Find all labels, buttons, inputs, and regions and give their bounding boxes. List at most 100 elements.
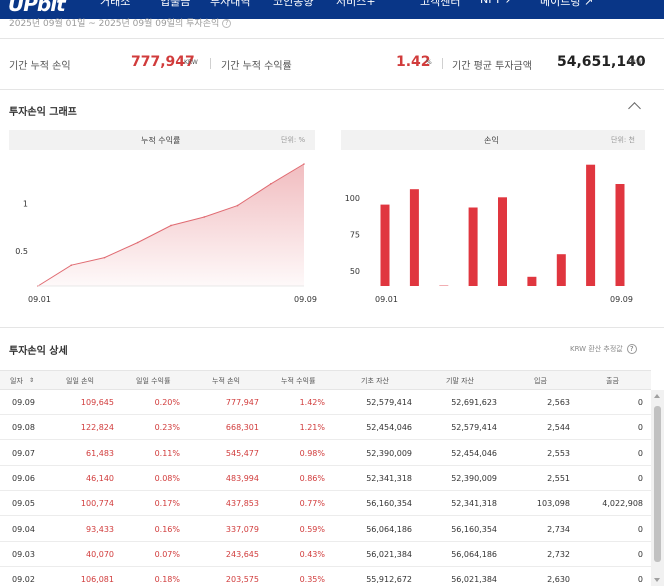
area-fill [38,164,304,286]
summary-strip: 기간 누적 손익 777,947 KRW 기간 누적 수익률 1.42 % 기간… [0,38,664,90]
table-cell: 0.98% [299,448,325,458]
table-cell: 0 [637,473,643,483]
table-cell: 106,081 [80,575,114,585]
table-cell: 483,994 [225,473,259,483]
table-cell: 2,544 [547,423,570,433]
table-cell: 52,454,046 [451,448,497,458]
column-header: 누적 수익률 [281,377,316,385]
cum-pnl-label: 기간 누적 손익 [9,61,71,72]
nav-item[interactable]: NFT ↗ [480,0,514,6]
table-cell: 668,301 [225,423,259,433]
help-icon[interactable]: ? [626,344,637,354]
nav-item[interactable]: 고객센터 [420,0,461,8]
chart-unit: 단위: % [281,136,306,144]
table-row: 09.03 40,070 0.07% 243,645 0.43% 56,021,384 56… [0,542,651,567]
table-row: 09.06 46,140 0.08% 483,994 0.86% 52,341,318 52… [0,466,651,491]
table-cell: 0.86% [299,473,325,483]
chart-unit: 단위: 천 [611,136,635,144]
avg-invest-label: 기간 평균 투자금액 [452,61,532,72]
upbit-logo[interactable]: UPbit [8,0,66,16]
table-cell: 0 [637,423,643,433]
table-cell: 93,433 [86,524,114,534]
pnl-bar [556,254,566,286]
table-cell: 777,947 [225,398,259,407]
x-tick-label: 09.09 [610,295,633,304]
table-cell: 437,853 [225,499,259,509]
table-cell: 09.09 [12,398,35,407]
table-cell: 0 [637,398,643,407]
scroll-thumb[interactable] [654,406,661,562]
table-cell: 0.17% [154,499,180,509]
chevron-up-icon[interactable] [628,102,641,115]
table-cell: 56,021,384 [366,549,412,559]
table-cell: 09.04 [12,524,35,534]
column-header: 입금 [534,377,547,385]
table-cell: 40,070 [86,549,114,559]
pnl-bar [380,204,390,286]
table-cell: 2,563 [547,398,570,407]
table-cell: 0.23% [154,423,180,433]
table-cell: 09.02 [12,575,35,585]
table-cell: 1.21% [299,423,325,433]
data-point [203,216,206,218]
table-cell: 0.16% [154,524,180,534]
period-text: 2025년 09월 01일 ~ 2025년 09월 09일의 투자손익 [9,19,220,29]
table-cell: 545,477 [225,448,259,458]
cum-pnl-unit: KRW [184,59,198,66]
x-tick-label: 09.01 [375,295,398,304]
nav-item[interactable]: 메이트렁 ↗ [540,0,594,8]
table-cell: 09.08 [12,423,35,433]
table-cell: 103,098 [536,499,570,509]
nav-item[interactable]: 코인동향 [273,0,314,8]
cum-return-label: 기간 누적 수익률 [221,61,292,72]
pnl-bar [527,276,537,286]
scroll-up-icon[interactable] [654,394,660,398]
table-cell: 52,579,414 [366,398,412,407]
column-header[interactable]: 일자 [10,377,23,385]
data-point [170,224,172,227]
table-cell: 0 [637,524,643,534]
pnl-bar [468,207,478,286]
table-scrollbar[interactable] [651,390,664,586]
cum-pnl-value: 777,947 [131,54,195,70]
avg-invest-value: 54,651,140 [557,54,646,70]
table-cell: 337,079 [225,524,259,534]
nav-item[interactable]: 입출금 [160,0,191,8]
table-cell: 1.42% [299,398,325,407]
table-cell: 100,774 [80,499,114,509]
table-cell: 0 [637,575,643,585]
table-cell: 2,551 [547,473,570,483]
table-cell: 09.03 [12,549,35,559]
cum-return-value: 1.42 [396,54,431,70]
nav-item[interactable]: 투자내역 [210,0,251,8]
y-tick-label: 0.5 [15,247,28,256]
y-tick-label: 100 [345,194,360,203]
section-divider [0,327,664,328]
help-icon[interactable]: ? [222,19,232,28]
scroll-down-icon[interactable] [654,578,660,582]
nav-item[interactable]: 거래소 [100,0,131,8]
table-cell: 46,140 [86,473,114,483]
table-cell: 0 [637,448,643,458]
data-point [103,256,106,259]
table-cell: 0.77% [299,499,325,509]
column-header: 기말 자산 [446,377,474,385]
table-cell: 0.59% [299,524,325,534]
table-cell: 203,575 [225,575,259,585]
table-cell: 52,454,046 [366,423,412,433]
pnl-bar [586,164,596,286]
avg-invest-unit: KRW [628,59,642,66]
divider [210,58,211,69]
table-cell: 0.43% [299,549,325,559]
pnl-bar [615,184,625,286]
table-row: 09.05 100,774 0.17% 437,853 0.77% 56,160,354 5… [0,491,651,517]
table-cell: 09.05 [12,499,35,509]
sort-icon[interactable]: ⇕ [29,377,35,384]
graph-section-title: 투자손익 그래프 [9,107,77,118]
table-cell: 55,912,672 [366,575,412,585]
nav-item[interactable]: 서비스+ [336,0,376,8]
column-header: 기초 자산 [361,377,389,385]
table-cell: 122,824 [80,423,114,433]
table-cell: 2,734 [547,524,570,534]
table-cell: 0.18% [154,575,180,585]
